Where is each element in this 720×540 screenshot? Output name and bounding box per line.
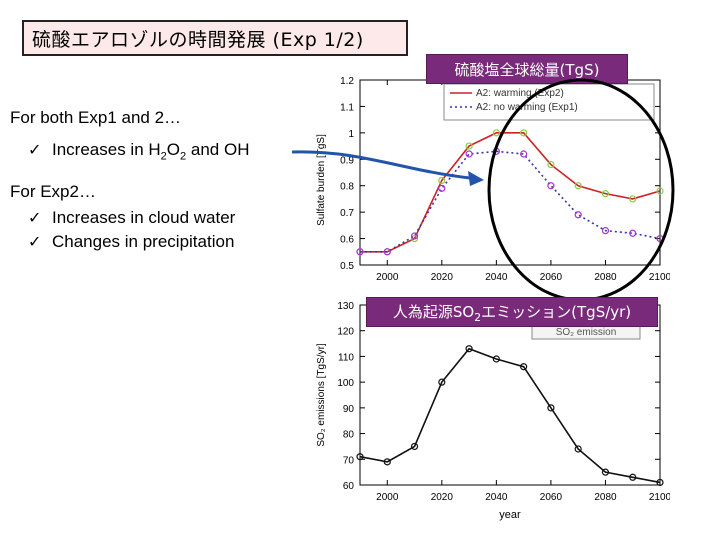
chart1-data-point [601,190,610,198]
emission-label-suffix: エミッション(TgS/yr) [481,302,632,321]
both-item-mid: O [166,140,181,159]
pointer-arrow-head [468,171,484,186]
chart1-ylabel: Sulfate burden [TgS] [316,134,327,226]
chart1-data-point [492,129,500,137]
chart1-data-point [410,232,419,240]
chart1-data-point [465,142,473,150]
chart1-data-point [656,187,664,195]
chart1-data-point [438,176,446,185]
chart2-data-point [629,473,637,481]
chart1-data-point [629,229,637,237]
chart1-ytick-label: 0.6 [340,235,354,246]
chart1-legend-label: A2: no warming (Exp1) [476,102,578,113]
chart1-data-point [547,160,555,169]
check-icon: ✓ [28,232,42,251]
chart2-data-point [574,445,582,453]
chart1-xtick-label: 2080 [594,272,617,283]
chart1-data-point [410,234,419,243]
chart1-data-point [547,182,555,190]
slide-title: 硫酸エアロゾルの時間発展 (Exp 1/2) [22,20,408,56]
emission-label-prefix: 人為起源SO [392,302,475,321]
chart1-ytick-label: 1 [348,129,354,140]
chart2-data-point [520,363,528,371]
chart2-ytick-label: 80 [343,430,355,441]
chart1-xtick-label: 2000 [376,272,399,283]
chart2-series-line-0 [359,347,661,484]
chart1-data-point [629,195,637,203]
chart1-data-point [601,227,610,235]
chart2-ytick-label: 100 [337,378,354,389]
chart1-ytick-label: 1.1 [340,102,354,113]
chart2-ytick-label: 120 [337,327,354,338]
chart1-data-point [356,248,364,256]
chart1-ytick-label: 0.7 [340,208,354,219]
emission-label: 人為起源SO2エミッション(TgS/yr) [366,297,658,327]
chart1-xtick-label: 2020 [431,272,454,283]
chart1-data-point [574,211,582,219]
chart1-data-point [520,150,528,158]
chart2-ytick-label: 90 [343,404,355,415]
both-item-prefix: Increases in H [52,140,161,159]
chart2-xtick-label: 2020 [431,492,454,503]
chart1-data-point [383,248,391,256]
both-item-suffix: and OH [186,140,250,159]
exp2-heading: For Exp2… [10,182,96,201]
sulfate-total-label: 硫酸塩全球総量(TgS) [426,54,628,84]
emission-label-sub: 2 [474,310,482,324]
chart1-ytick-label: 0.9 [340,155,354,166]
chart2-data-point [383,458,391,466]
pointer-arrow [291,150,471,180]
chart2-data-point [438,378,446,386]
exp2-item-precipitation: Changes in precipitation [52,232,235,251]
so2-emission-chart: SO₂ emissions [TgS/yr] year 2000 2020 2040… [316,301,670,521]
sulfate-total-label-text: 硫酸塩全球総量(TgS) [454,60,600,79]
chart1-data-point [520,129,528,137]
emission-label-text: 人為起源SO2エミッション(TgS/yr) [393,301,631,324]
chart1-xtick-label: 2100 [649,272,670,283]
check-icon: ✓ [28,208,42,227]
chart1-series-line-1 [360,150,661,253]
chart2-data-point [492,355,500,363]
chart1-legend-label: A2: warming (Exp2) [476,88,564,99]
sulfate-burden-chart: Sulfate burden [TgS] 2000 2020 2040 2060 208… [316,76,670,283]
check-icon: ✓ [28,140,42,159]
chart1-data-point [465,150,473,158]
chart2-xtick-label: 2100 [649,492,670,503]
chart2-data-point [410,442,419,451]
chart2-ytick-label: 110 [338,352,354,363]
chart2-xtick-label: 2040 [485,492,508,503]
chart1-ytick-label: 1.2 [340,76,354,87]
chart1-ytick-label: 0.8 [340,182,354,193]
chart1-series-line-0 [360,132,661,253]
chart2-xtick-label: 2060 [540,492,563,503]
chart2-data-point [356,453,364,461]
chart2-ytick-label: 130 [337,301,354,312]
chart2-data-point [656,478,664,487]
chart2-ytick-label: 70 [343,455,355,466]
chart2-data-point [601,468,610,476]
chart1-xtick-label: 2060 [540,272,563,283]
chart2-xtick-label: 2080 [594,492,617,503]
both-item-sub2: 2 [180,150,187,163]
chart1-data-point [574,182,582,190]
chart1-xtick-label: 2040 [485,272,508,283]
chart2-ytick-label: 60 [343,481,355,492]
chart2-xtick-label: 2000 [376,492,399,503]
both-item: Increases in H2O2 and OH [52,140,249,162]
chart1-ytick-label: 0.5 [340,261,354,272]
exp2-item-cloud-water: Increases in cloud water [52,208,236,227]
chart1-data-point [438,184,446,192]
both-item-sub1: 2 [160,150,167,163]
chart2-xlabel: year [499,509,521,521]
chart2-legend-text: SO₂ emission [556,327,617,338]
chart2-ylabel: SO₂ emissions [TgS/yr] [316,343,327,447]
chart2-data-point [547,404,555,412]
both-heading: For both Exp1 and 2… [10,108,182,127]
slide-title-text: 硫酸エアロゾルの時間発展 (Exp 1/2) [32,28,364,51]
highlight-circle [487,78,675,302]
chart2-data-point [465,345,473,353]
